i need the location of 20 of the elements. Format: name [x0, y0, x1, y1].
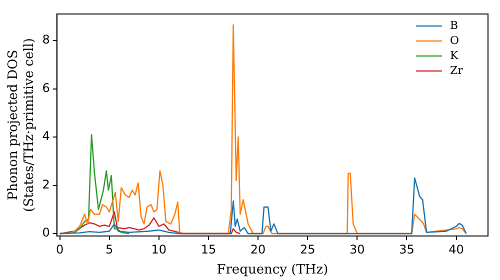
y-tick-label: 0 [42, 226, 50, 240]
x-tick-label: 30 [350, 242, 365, 256]
x-axis-title: Frequency (THz) [216, 262, 328, 278]
legend-label: Zr [450, 64, 464, 77]
y-tick-label: 6 [42, 80, 50, 95]
x-tick-label: 20 [250, 242, 266, 256]
x-tick-label: 40 [448, 242, 464, 256]
y-tick-label: 2 [42, 177, 50, 192]
y-tick-label: 8 [42, 32, 50, 47]
x-tick-label: 25 [300, 242, 316, 256]
legend-label: B [450, 18, 458, 32]
x-tick-label: 15 [200, 242, 216, 256]
x-tick-label: 0 [56, 242, 64, 256]
legend-label: K [450, 48, 459, 62]
x-tick-label: 5 [106, 242, 114, 256]
x-tick-label: 10 [151, 242, 167, 256]
y-tick-label: 4 [42, 129, 50, 144]
legend-label: O [450, 34, 460, 47]
y-axis-title: Phonon projected DOS (States/THz·primitive cell) [6, 38, 37, 212]
x-tick-label: 35 [399, 242, 414, 256]
